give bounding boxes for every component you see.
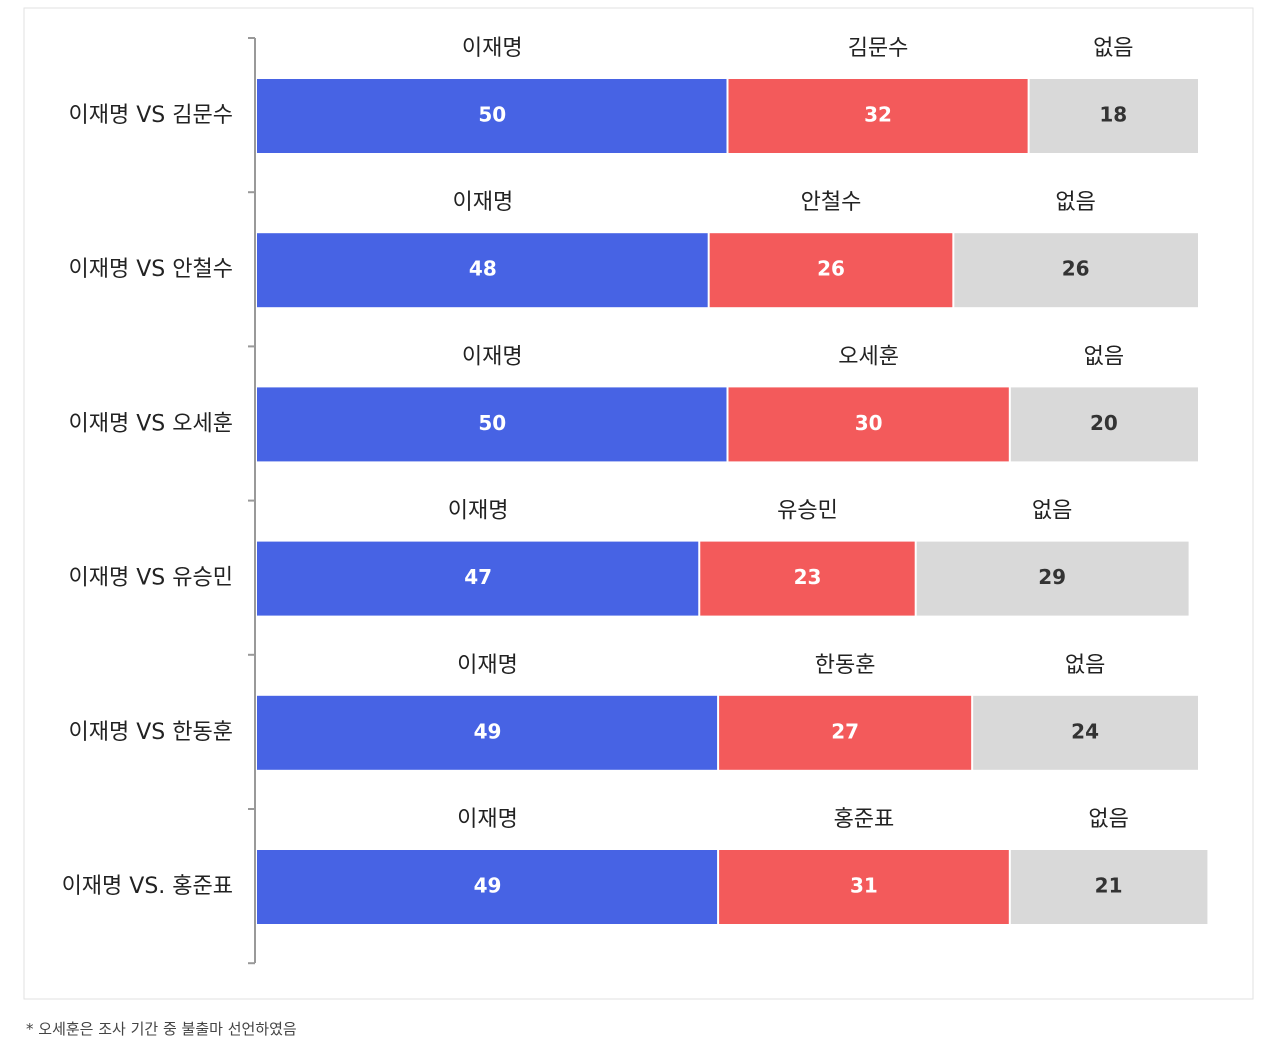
- segment-name: 없음: [1084, 344, 1124, 369]
- segment-name: 안철수: [801, 190, 862, 215]
- bar-segment: [954, 233, 1198, 308]
- bar-segment: [257, 387, 727, 462]
- segment-name: 이재명: [452, 190, 513, 215]
- value-label: 49: [474, 719, 502, 743]
- bar-segment: [719, 850, 1009, 924]
- footnote: * 오세훈은 조사 기간 중 불출마 선언하였음: [26, 1020, 297, 1038]
- segment-name: 이재명: [462, 36, 523, 61]
- segment-name: 유승민: [777, 499, 838, 524]
- segment-name: 이재명: [457, 807, 518, 832]
- chart-frame: [23, 7, 1254, 1000]
- segment-name: 없음: [1032, 499, 1072, 524]
- value-label: 24: [1071, 719, 1099, 743]
- value-label: 30: [855, 411, 883, 435]
- segment-name: 김문수: [848, 36, 909, 61]
- bar-segment: [728, 387, 1009, 462]
- segment-name: 이재명: [448, 499, 509, 524]
- value-label: 26: [817, 257, 845, 281]
- value-label: 31: [850, 874, 878, 898]
- bar-segment: [700, 541, 915, 616]
- value-label: 18: [1099, 103, 1127, 127]
- segment-name: 한동훈: [815, 653, 876, 678]
- segment-name: 홍준표: [834, 807, 895, 832]
- bar-segment: [257, 695, 718, 770]
- value-label: 20: [1090, 411, 1118, 435]
- row-label: 이재명 VS 김문수: [69, 103, 233, 128]
- value-label: 50: [478, 411, 506, 435]
- value-label: 32: [864, 103, 892, 127]
- bar-segment: [257, 79, 727, 153]
- value-label: 48: [469, 257, 497, 281]
- bar-segment: [1010, 850, 1208, 924]
- segment-name: 이재명: [462, 344, 523, 369]
- bar-segment: [257, 541, 699, 616]
- row-label: 이재명 VS 유승민: [69, 566, 233, 591]
- bar-segment: [719, 695, 972, 770]
- segment-name: 없음: [1065, 653, 1105, 678]
- value-label: 47: [464, 565, 492, 589]
- segment-name: 없음: [1055, 190, 1095, 215]
- value-label: 21: [1095, 874, 1123, 898]
- row-label: 이재명 VS. 홍준표: [62, 874, 233, 899]
- bar-segment: [257, 850, 718, 924]
- value-label: 49: [474, 874, 502, 898]
- bar-segment: [1029, 79, 1198, 153]
- value-label: 26: [1062, 257, 1090, 281]
- segment-name: 없음: [1088, 807, 1128, 832]
- value-label: 29: [1038, 565, 1066, 589]
- row-label: 이재명 VS 오세훈: [69, 411, 233, 436]
- segment-name: 이재명: [457, 653, 518, 678]
- value-label: 50: [478, 103, 506, 127]
- row-label: 이재명 VS 한동훈: [69, 720, 233, 745]
- bar-segment: [257, 233, 708, 308]
- row-label: 이재명 VS 안철수: [69, 257, 233, 282]
- bar-segment: [709, 233, 953, 308]
- segment-name: 오세훈: [838, 344, 899, 369]
- value-label: 23: [794, 565, 822, 589]
- bar-segment: [916, 541, 1189, 616]
- bar-segment: [1010, 387, 1198, 462]
- bar-segment: [728, 79, 1028, 153]
- value-label: 27: [831, 719, 859, 743]
- bar-segment: [973, 695, 1198, 770]
- segment-name: 없음: [1093, 36, 1133, 61]
